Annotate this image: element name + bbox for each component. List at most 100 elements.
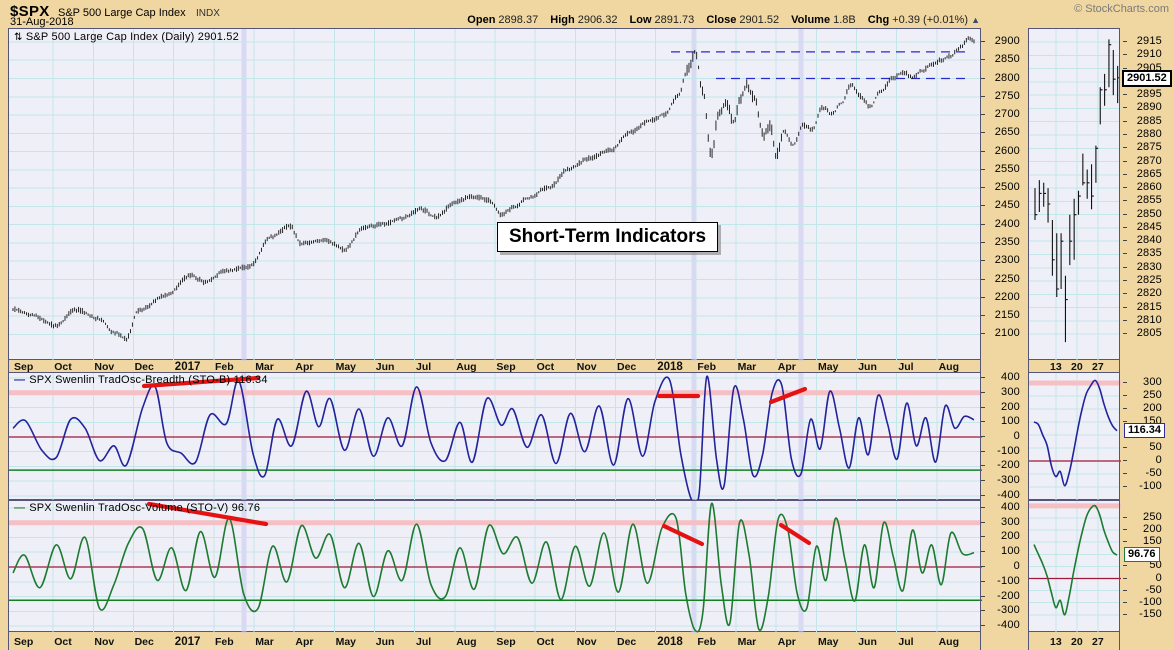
frame-line-mini-right [1119, 28, 1120, 650]
miniStoB-svg [1029, 373, 1121, 501]
month-label: 2017 [174, 636, 201, 648]
tick-mark [1123, 120, 1127, 122]
sto_b-tick-label: 400 [1001, 371, 1020, 383]
sto_v-tick-label: -100 [997, 574, 1020, 587]
tick-mark [981, 168, 985, 170]
mini_price-tick-label: 2825 [1136, 274, 1162, 287]
month-label: Apr [295, 636, 314, 648]
mini_price-tick-label: 2910 [1136, 48, 1162, 61]
mini_sto_v-tick-label: -150 [1139, 607, 1162, 620]
tick-mark [1123, 41, 1127, 42]
main_price-tick-label: 2450 [994, 199, 1020, 212]
tick-mark [1123, 529, 1127, 531]
month-label: Feb [215, 361, 234, 373]
tick-mark [1123, 293, 1127, 295]
volume-value: 1.8B [833, 14, 856, 26]
month-label: Mar [737, 636, 757, 648]
tick-mark [1123, 107, 1127, 109]
tick-mark [981, 595, 985, 597]
mini_price-tick-label: 2865 [1136, 167, 1162, 180]
month-label: Mar [255, 636, 274, 648]
sto_v-tick-label: -400 [997, 619, 1020, 632]
mini_price-tick-label: 2915 [1136, 35, 1162, 47]
tick-mark [981, 465, 985, 467]
change-label: Chg [867, 14, 890, 26]
sto_v-tick-label: 400 [1001, 500, 1020, 513]
tick-mark [1123, 54, 1127, 56]
month-label: Sep [496, 361, 516, 373]
month-label: Sep [14, 361, 34, 373]
mini_price-tick-label: 2890 [1136, 101, 1162, 114]
main_price-tick-label: 2550 [994, 162, 1020, 175]
sto_v-tick-label: 200 [1001, 530, 1020, 543]
tick-mark [981, 610, 985, 612]
tick-mark [981, 506, 985, 508]
sto_b-tick-label: 200 [1001, 400, 1020, 413]
month-label: Aug [456, 361, 477, 373]
tick-mark [981, 450, 985, 452]
main_price-tick-label: 2600 [994, 144, 1020, 157]
tick-mark [981, 296, 985, 298]
ticker-name: S&P 500 Large Cap Index [58, 7, 186, 19]
month-label: Dec [134, 636, 154, 648]
main_price-tick-label: 2250 [994, 272, 1020, 285]
day-label: 27 [1092, 361, 1104, 373]
low-label: Low [629, 14, 652, 26]
tick-mark [981, 580, 985, 582]
tick-mark [981, 315, 985, 317]
month-label: Nov [94, 361, 115, 373]
sto-breadth-title-text: SPX Swenlin TradOsc-Breadth (STO-B) 116.… [29, 374, 268, 386]
sto_v-tick-label: 300 [1001, 515, 1020, 528]
month-label: Jun [375, 636, 395, 648]
main-price-panel [8, 28, 982, 361]
miniPrice-svg [1029, 29, 1121, 361]
tick-mark [1123, 395, 1127, 396]
month-label: Aug [938, 361, 960, 373]
tick-mark [981, 187, 985, 189]
mini_sto_v-tick-label: -100 [1139, 595, 1162, 608]
mini_sto_b-tick-label: -100 [1139, 480, 1162, 492]
mini_sto_v-tick-label: 0 [1155, 571, 1162, 584]
frame-line-mini-left [1028, 28, 1029, 650]
month-label: Oct [536, 361, 555, 373]
tick-mark [981, 436, 985, 437]
sto_v-tick-label: 100 [1001, 545, 1020, 558]
month-label: Apr [777, 361, 796, 373]
mini_price-tick-label: 2805 [1136, 327, 1162, 340]
tick-mark [1123, 94, 1127, 96]
tick-mark [981, 391, 985, 393]
tick-mark [1123, 319, 1127, 321]
mini_sto_v-tick-label: 200 [1143, 523, 1162, 536]
sto-volume-legend-dash: — [14, 502, 26, 514]
tick-mark [1123, 382, 1127, 383]
month-label: 2018 [657, 361, 683, 373]
month-label: Apr [777, 636, 796, 648]
mini_price-tick-label: 2855 [1136, 194, 1162, 207]
mini_price-tick-label: 2850 [1136, 207, 1162, 220]
sto-volume-title-text: SPX Swenlin TradOsc-Volume (STO-V) 96.76 [29, 502, 261, 514]
month-label: Mar [737, 361, 757, 373]
volume-label: Volume [791, 14, 831, 26]
high-label: High [550, 14, 575, 26]
sto-breadth-value-box: 116.34 [1124, 423, 1166, 438]
day-label: 27 [1092, 636, 1104, 648]
tick-mark [981, 333, 985, 335]
tick-mark [981, 494, 985, 496]
ticker-exchange: INDX [196, 8, 220, 19]
tick-mark [981, 406, 985, 408]
main_price-tick-label: 2150 [994, 309, 1020, 322]
main-svg [9, 29, 982, 361]
mini_price-tick-label: 2860 [1136, 181, 1162, 194]
day-label: 20 [1071, 636, 1083, 648]
tick-mark [1123, 486, 1127, 487]
main_price-tick-label: 2200 [994, 290, 1020, 303]
main_price-tick-label: 2750 [994, 89, 1020, 102]
tick-mark [981, 551, 985, 553]
mini_price-tick-label: 2840 [1136, 234, 1162, 247]
main_price-tick-label: 2300 [994, 254, 1020, 267]
month-label: Feb [215, 636, 234, 648]
tick-mark [1123, 613, 1127, 615]
month-label: Dec [617, 636, 637, 648]
main_price-tick-label: 2400 [994, 217, 1020, 230]
stoV-svg [9, 501, 982, 633]
